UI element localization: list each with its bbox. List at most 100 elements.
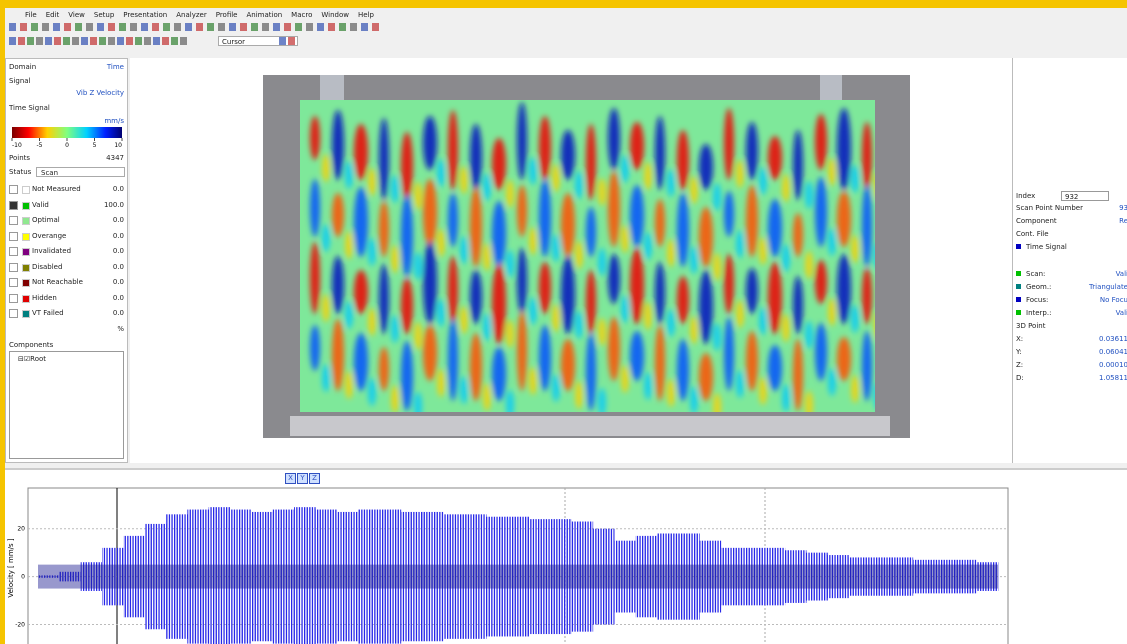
tree-item[interactable]: ⊟☑Root bbox=[18, 355, 46, 363]
heatmap-blob bbox=[448, 319, 458, 401]
toolbar-button[interactable] bbox=[207, 23, 214, 31]
toolbar-button[interactable] bbox=[328, 23, 335, 31]
toolbar-button[interactable] bbox=[361, 23, 368, 31]
menu-item[interactable]: Help bbox=[357, 10, 374, 19]
menu-item[interactable]: File bbox=[25, 10, 37, 19]
menu-item[interactable]: View bbox=[68, 10, 85, 19]
toolbar-button[interactable] bbox=[42, 23, 49, 31]
heatmap-blob bbox=[746, 268, 758, 314]
heatmap-blob bbox=[586, 333, 596, 411]
toolbar-button[interactable] bbox=[64, 23, 71, 31]
menu-item[interactable]: Profile bbox=[215, 10, 238, 19]
toolbar-button[interactable] bbox=[251, 23, 258, 31]
info-label: 3D Point bbox=[1016, 322, 1046, 330]
toolbar-button[interactable] bbox=[273, 23, 280, 31]
toolbar-button[interactable] bbox=[196, 23, 203, 31]
checkbox[interactable] bbox=[9, 200, 18, 210]
axis-button[interactable]: Y bbox=[297, 473, 308, 484]
toolbar-button[interactable] bbox=[45, 37, 52, 45]
toolbar-button[interactable] bbox=[372, 23, 379, 31]
menu-item[interactable]: Edit bbox=[45, 10, 60, 19]
toolbar-button[interactable] bbox=[108, 23, 115, 31]
toolbar-button[interactable] bbox=[9, 37, 16, 45]
waveform-segment bbox=[80, 562, 103, 591]
checkbox[interactable] bbox=[9, 262, 18, 272]
index-input[interactable]: 932 bbox=[1061, 191, 1109, 201]
toolbar-button[interactable] bbox=[153, 37, 160, 45]
checkbox[interactable] bbox=[9, 216, 18, 225]
toolbar-button[interactable] bbox=[185, 23, 192, 31]
toolbar-button[interactable] bbox=[9, 23, 16, 31]
toolbar-button[interactable] bbox=[279, 37, 286, 45]
toolbar-button[interactable] bbox=[126, 37, 133, 45]
toolbar-button[interactable] bbox=[163, 23, 170, 31]
axis-button[interactable]: X bbox=[285, 473, 296, 484]
toolbar-button[interactable] bbox=[27, 37, 34, 45]
heatmap-blob bbox=[837, 108, 851, 190]
toolbar-button[interactable] bbox=[75, 23, 82, 31]
toolbar-button[interactable] bbox=[262, 23, 269, 31]
heatmap-blob bbox=[332, 319, 344, 391]
toolbar-button[interactable] bbox=[218, 23, 225, 31]
checkbox[interactable] bbox=[9, 293, 18, 303]
toolbar-button[interactable] bbox=[53, 23, 60, 31]
toolbar-button[interactable] bbox=[135, 37, 142, 45]
toolbar-button[interactable] bbox=[31, 23, 38, 31]
toolbar-button[interactable] bbox=[72, 37, 79, 45]
toolbar-button[interactable] bbox=[240, 23, 247, 31]
toolbar-button[interactable] bbox=[339, 23, 346, 31]
checkbox[interactable] bbox=[9, 309, 18, 318]
menu-item[interactable]: Window bbox=[321, 10, 349, 19]
toolbar-button[interactable] bbox=[90, 37, 97, 45]
toolbar-button[interactable] bbox=[162, 37, 169, 45]
toolbar-button[interactable] bbox=[63, 37, 70, 45]
waveform-segment bbox=[635, 535, 658, 618]
toolbar-button[interactable] bbox=[81, 37, 88, 45]
toolbar-button[interactable] bbox=[174, 23, 181, 31]
toolbar-button[interactable] bbox=[97, 23, 104, 31]
toolbar-button[interactable] bbox=[108, 37, 115, 45]
value[interactable]: Vib Z Velocity bbox=[76, 89, 124, 97]
toolbar-button[interactable] bbox=[20, 23, 27, 31]
toolbar-button[interactable] bbox=[18, 37, 25, 45]
menu-item[interactable]: Setup bbox=[93, 10, 115, 19]
toolbar-button[interactable] bbox=[288, 37, 295, 45]
toolbar-button[interactable] bbox=[152, 23, 159, 31]
toolbar-button[interactable] bbox=[141, 23, 148, 31]
checkbox[interactable] bbox=[9, 278, 18, 287]
menu-item[interactable]: Presentation bbox=[123, 10, 168, 19]
toolbar-button[interactable] bbox=[229, 23, 236, 31]
toolbar-button[interactable] bbox=[284, 23, 291, 31]
colorbar-tick-label: 10 bbox=[114, 142, 122, 149]
checkbox[interactable] bbox=[9, 185, 18, 194]
toolbar-button[interactable] bbox=[119, 23, 126, 31]
toolbar-button[interactable] bbox=[144, 37, 151, 45]
status-value: 0.0 bbox=[112, 309, 124, 317]
menu-item[interactable]: Analyzer bbox=[176, 10, 207, 19]
toolbar-button[interactable] bbox=[54, 37, 61, 45]
toolbar-button[interactable] bbox=[117, 37, 124, 45]
toolbar-button[interactable] bbox=[171, 37, 178, 45]
toolbar-button[interactable] bbox=[130, 23, 137, 31]
toolbar-button[interactable] bbox=[317, 23, 324, 31]
toolbar-button[interactable] bbox=[180, 37, 187, 45]
toolbar-button[interactable] bbox=[306, 23, 313, 31]
menu-item[interactable]: Macro bbox=[291, 10, 313, 19]
toolbar-button[interactable] bbox=[350, 23, 357, 31]
cursor-dropdown[interactable]: Cursor bbox=[218, 36, 298, 46]
menu-item[interactable]: Animation bbox=[246, 10, 283, 19]
heatmap-blob bbox=[667, 379, 675, 407]
status-dropdown[interactable]: Scan bbox=[36, 167, 125, 177]
toolbar-button[interactable] bbox=[295, 23, 302, 31]
toolbar-button[interactable] bbox=[86, 23, 93, 31]
toolbar-button[interactable] bbox=[99, 37, 106, 45]
heatmap-blob bbox=[470, 124, 482, 190]
checkbox[interactable] bbox=[9, 247, 18, 256]
checkbox[interactable] bbox=[9, 231, 18, 241]
toolbar-button[interactable] bbox=[36, 37, 43, 45]
waveform-segment bbox=[166, 514, 188, 639]
heatmap-blob bbox=[815, 260, 827, 304]
waveform-segment bbox=[955, 559, 978, 594]
axis-button[interactable]: Z bbox=[309, 473, 320, 484]
heatmap-blob bbox=[655, 262, 665, 324]
